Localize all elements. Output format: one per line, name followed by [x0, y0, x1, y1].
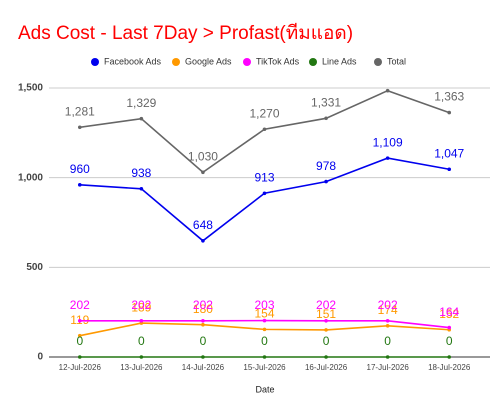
point — [77, 125, 82, 130]
x-axis-title: Date — [255, 384, 274, 394]
x-tick-label: 13-Jul-2026 — [120, 363, 163, 372]
point — [139, 116, 144, 121]
legend-label: TikTok Ads — [256, 56, 300, 66]
point — [77, 333, 82, 338]
point — [447, 355, 452, 359]
legend-marker — [91, 58, 99, 66]
data-label: 180 — [193, 302, 213, 316]
data-label: 152 — [439, 307, 459, 321]
legend-marker — [374, 58, 382, 66]
data-label: 648 — [193, 218, 213, 232]
point — [324, 318, 328, 323]
data-label: 1,030 — [188, 149, 218, 163]
point — [324, 355, 328, 359]
point — [139, 355, 144, 359]
data-label: 202 — [193, 298, 213, 312]
point — [262, 318, 267, 323]
data-label: 0 — [384, 334, 391, 348]
data-label: 0 — [446, 334, 453, 348]
data-label: 189 — [131, 300, 151, 314]
legend-marker — [309, 58, 317, 66]
y-tick-label: 0 — [37, 352, 43, 363]
data-label: 154 — [254, 307, 274, 321]
point — [385, 318, 390, 323]
point — [385, 88, 390, 93]
point — [201, 318, 205, 323]
point — [324, 179, 328, 184]
legend-label: Google Ads — [185, 56, 232, 66]
data-label: 938 — [131, 166, 151, 180]
data-label: 1,109 — [373, 135, 403, 149]
point — [385, 355, 390, 359]
x-tick-label: 17-Jul-2026 — [367, 363, 410, 372]
x-tick-label: 16-Jul-2026 — [305, 363, 348, 372]
legend-label: Line Ads — [322, 56, 357, 66]
data-label: 0 — [323, 334, 330, 348]
y-tick-label: 1,000 — [18, 172, 43, 183]
point — [262, 191, 267, 196]
point — [385, 156, 390, 160]
legend-label: Facebook Ads — [104, 56, 162, 66]
data-label: 0 — [138, 334, 145, 348]
chart-title: Ads Cost - Last 7Day > Profast(ทีมแอด) — [18, 22, 353, 44]
point — [77, 318, 82, 323]
data-label: 978 — [316, 159, 336, 173]
point — [77, 355, 82, 359]
data-label: 174 — [378, 303, 398, 317]
point — [201, 355, 205, 359]
point — [324, 328, 328, 332]
data-label: 1,270 — [249, 106, 279, 120]
y-tick-label: 500 — [26, 262, 43, 273]
point — [262, 355, 267, 359]
legend-marker — [243, 58, 251, 66]
point — [385, 323, 390, 328]
data-label: 1,281 — [65, 104, 95, 118]
data-label: 1,363 — [434, 90, 464, 104]
data-label: 1,331 — [311, 95, 341, 109]
point — [139, 318, 144, 323]
data-label: 151 — [316, 307, 336, 321]
point — [262, 127, 267, 132]
data-label: 913 — [254, 170, 274, 184]
point — [77, 183, 82, 187]
point — [324, 116, 328, 121]
data-label: 0 — [261, 334, 268, 348]
y-tick-label: 1,500 — [18, 83, 43, 94]
point — [447, 325, 452, 330]
data-label: 1,047 — [434, 146, 464, 160]
x-tick-label: 14-Jul-2026 — [182, 363, 225, 372]
data-label: 203 — [254, 298, 274, 312]
point — [201, 238, 205, 243]
data-label: 0 — [200, 334, 207, 348]
x-tick-label: 15-Jul-2026 — [243, 363, 286, 372]
x-tick-label: 18-Jul-2026 — [428, 363, 471, 372]
point — [201, 322, 205, 327]
data-label: 0 — [76, 334, 83, 348]
data-label: 202 — [316, 298, 336, 312]
data-label: 164 — [439, 305, 459, 319]
point — [262, 327, 267, 332]
legend-marker — [172, 58, 180, 66]
data-label: 960 — [70, 162, 90, 176]
data-label: 202 — [131, 298, 151, 312]
point — [447, 110, 452, 115]
legend-label: Total — [387, 56, 406, 66]
point — [447, 167, 452, 172]
data-label: 202 — [378, 298, 398, 312]
point — [139, 186, 144, 191]
data-label: 1,329 — [126, 96, 156, 110]
data-label: 202 — [70, 298, 90, 312]
x-tick-label: 12-Jul-2026 — [59, 363, 102, 372]
point — [201, 170, 205, 175]
